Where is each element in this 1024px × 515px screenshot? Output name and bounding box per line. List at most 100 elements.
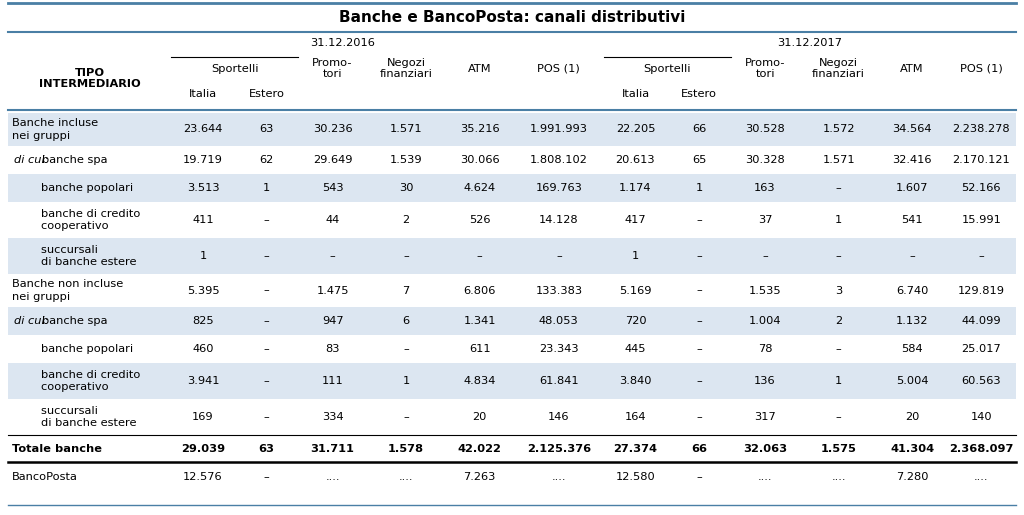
Text: ....: ....	[758, 472, 772, 482]
Text: 48.053: 48.053	[539, 316, 579, 326]
Text: 44: 44	[326, 215, 340, 225]
Text: 1.571: 1.571	[822, 155, 855, 165]
Text: 30.066: 30.066	[460, 155, 500, 165]
Text: 32.416: 32.416	[893, 155, 932, 165]
Text: 30: 30	[399, 183, 414, 193]
Text: 543: 543	[322, 183, 343, 193]
Text: 1.991.993: 1.991.993	[529, 125, 588, 134]
Text: 3.840: 3.840	[620, 376, 651, 386]
Bar	[8, 363, 1016, 399]
Text: 164: 164	[625, 412, 646, 422]
Text: 31.12.2017: 31.12.2017	[777, 38, 843, 48]
Text: Banche non incluse
nei gruppi: Banche non incluse nei gruppi	[12, 279, 123, 302]
Text: 169.763: 169.763	[536, 183, 583, 193]
Text: ....: ....	[831, 472, 846, 482]
Text: 1.578: 1.578	[388, 444, 424, 454]
Text: –: –	[836, 412, 842, 422]
Text: POS (1): POS (1)	[538, 63, 581, 74]
Text: 30.236: 30.236	[312, 125, 352, 134]
Text: 445: 445	[625, 344, 646, 354]
Text: –: –	[263, 316, 269, 326]
Text: 6.806: 6.806	[464, 285, 496, 296]
Text: –: –	[909, 251, 915, 261]
Text: Negozi
finanziari: Negozi finanziari	[812, 58, 865, 79]
Text: ....: ....	[552, 472, 566, 482]
Text: 29.039: 29.039	[181, 444, 225, 454]
Text: 12.576: 12.576	[183, 472, 223, 482]
Text: 1.607: 1.607	[896, 183, 929, 193]
Text: 1: 1	[835, 215, 842, 225]
Text: 1.004: 1.004	[749, 316, 781, 326]
Text: –: –	[836, 251, 842, 261]
Text: 1: 1	[835, 376, 842, 386]
Text: 22.205: 22.205	[615, 125, 655, 134]
Text: 163: 163	[755, 183, 776, 193]
Text: –: –	[696, 412, 701, 422]
Text: 6.740: 6.740	[896, 285, 929, 296]
Text: –: –	[263, 344, 269, 354]
Text: 526: 526	[469, 215, 490, 225]
Text: 1: 1	[632, 251, 639, 261]
Text: 14.128: 14.128	[539, 215, 579, 225]
Bar	[8, 113, 1016, 146]
Text: Sportelli: Sportelli	[643, 63, 691, 74]
Text: 1: 1	[402, 376, 410, 386]
Text: 34.564: 34.564	[893, 125, 932, 134]
Text: 30.328: 30.328	[745, 155, 784, 165]
Text: 3.513: 3.513	[186, 183, 219, 193]
Text: Estero: Estero	[249, 89, 285, 99]
Text: –: –	[263, 215, 269, 225]
Text: 2: 2	[402, 215, 410, 225]
Text: Promo-
tori: Promo- tori	[744, 58, 785, 79]
Text: 1.174: 1.174	[620, 183, 651, 193]
Text: –: –	[330, 251, 336, 261]
Text: succursali
        di banche estere: succursali di banche estere	[12, 245, 136, 267]
Text: 83: 83	[326, 344, 340, 354]
Text: banche di credito
        cooperativo: banche di credito cooperativo	[12, 370, 140, 392]
Text: Banche incluse
nei gruppi: Banche incluse nei gruppi	[12, 118, 98, 141]
Text: 23.343: 23.343	[539, 344, 579, 354]
Text: 20.613: 20.613	[615, 155, 655, 165]
Text: Italia: Italia	[189, 89, 217, 99]
Text: 3: 3	[835, 285, 842, 296]
Text: –: –	[696, 316, 701, 326]
Text: 1.808.102: 1.808.102	[530, 155, 588, 165]
Text: –: –	[978, 251, 984, 261]
Text: 32.063: 32.063	[743, 444, 787, 454]
Text: –: –	[263, 251, 269, 261]
Text: 317: 317	[754, 412, 776, 422]
Text: 584: 584	[901, 344, 923, 354]
Text: 1.475: 1.475	[316, 285, 349, 296]
Text: –: –	[403, 412, 409, 422]
Text: –: –	[556, 251, 562, 261]
Text: 133.383: 133.383	[536, 285, 583, 296]
Text: 7: 7	[402, 285, 410, 296]
Text: 41.304: 41.304	[890, 444, 934, 454]
Text: 2.170.121: 2.170.121	[952, 155, 1010, 165]
Text: 61.841: 61.841	[539, 376, 579, 386]
Text: Promo-
tori: Promo- tori	[312, 58, 353, 79]
Text: 2: 2	[835, 316, 842, 326]
Text: –: –	[696, 215, 701, 225]
Text: 66: 66	[691, 444, 707, 454]
Text: Negozi
finanziari: Negozi finanziari	[380, 58, 432, 79]
Text: 146: 146	[548, 412, 569, 422]
Text: 129.819: 129.819	[957, 285, 1005, 296]
Text: succursali
        di banche estere: succursali di banche estere	[12, 406, 136, 428]
Text: –: –	[762, 251, 768, 261]
Text: 720: 720	[625, 316, 646, 326]
Text: 1.572: 1.572	[822, 125, 855, 134]
Text: 2.125.376: 2.125.376	[526, 444, 591, 454]
Text: 411: 411	[193, 215, 214, 225]
Text: 60.563: 60.563	[962, 376, 1001, 386]
Text: 62: 62	[259, 155, 273, 165]
Text: 825: 825	[193, 316, 214, 326]
Text: ATM: ATM	[468, 63, 492, 74]
Text: 1.341: 1.341	[464, 316, 496, 326]
Text: 31.711: 31.711	[310, 444, 354, 454]
Text: 611: 611	[469, 344, 490, 354]
Text: 4.834: 4.834	[464, 376, 496, 386]
Text: 37: 37	[758, 215, 772, 225]
Text: BancoPosta: BancoPosta	[12, 472, 78, 482]
Text: 63: 63	[259, 125, 273, 134]
